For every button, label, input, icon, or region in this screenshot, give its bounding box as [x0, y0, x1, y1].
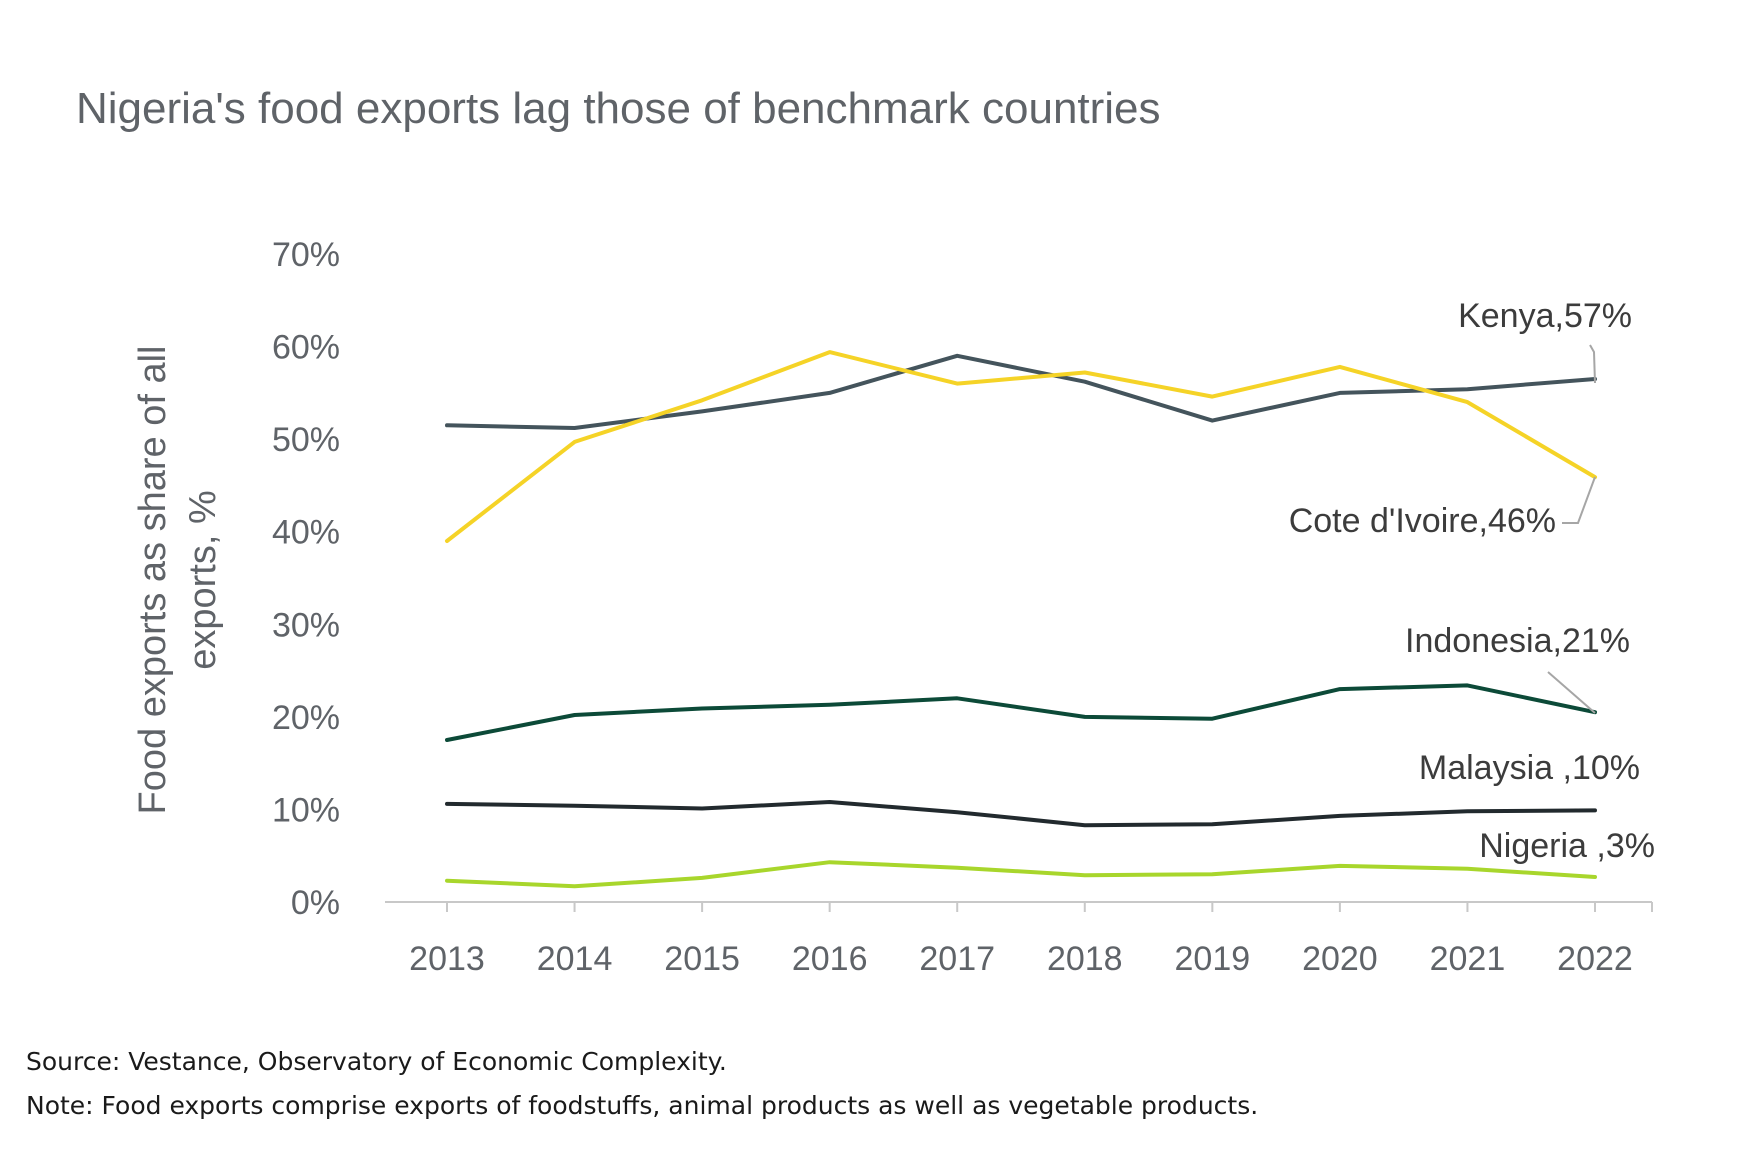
- y-tick-label: 40%: [272, 514, 340, 552]
- x-tick-label: 2021: [1430, 940, 1506, 978]
- definition-note: Note: Food exports comprise exports of f…: [26, 1091, 1259, 1120]
- x-tick-label: 2022: [1557, 940, 1633, 978]
- x-tick-label: 2014: [537, 940, 613, 978]
- y-tick-label: 20%: [272, 699, 340, 737]
- y-tick-label: 50%: [272, 421, 340, 459]
- series-end-label: Nigeria ,3%: [1479, 827, 1655, 865]
- series-end-label: Kenya,57%: [1458, 297, 1632, 335]
- series-line-kenya: [445, 353, 1597, 430]
- series-end-label: Cote d'Ivoire,46%: [1289, 502, 1556, 540]
- series-line-malaysia: [445, 800, 1597, 828]
- footnotes: Source: Vestance, Observatory of Economi…: [26, 1040, 1258, 1128]
- y-axis-title-line: Food exports as share of all: [132, 346, 174, 815]
- x-tick-label: 2013: [409, 940, 485, 978]
- y-tick-label: 0%: [291, 884, 340, 922]
- leader-line: [1547, 671, 1596, 714]
- y-tick-label: 10%: [272, 791, 340, 829]
- y-axis-title-line: exports, %: [182, 490, 224, 670]
- x-tick-label: 2017: [919, 940, 995, 978]
- series-line-cote-d-ivoire: [445, 350, 1597, 543]
- x-tick-label: 2019: [1175, 940, 1251, 978]
- y-tick-label: 30%: [272, 606, 340, 644]
- leader-line: [1562, 476, 1596, 524]
- x-tick-label: 2020: [1302, 940, 1378, 978]
- x-tick-label: 2015: [664, 940, 740, 978]
- y-tick-label: 60%: [272, 329, 340, 367]
- y-tick-label: 70%: [272, 236, 340, 274]
- line-chart: 0% 10% 20% 30% 40% 50% 60% 70% 2013 2014 2015 2016 2…: [132, 236, 1655, 978]
- x-tick-label: 2016: [792, 940, 868, 978]
- leader-line: [1589, 344, 1596, 384]
- series-end-label: Indonesia,21%: [1405, 622, 1630, 660]
- x-tick-label: 2018: [1047, 940, 1123, 978]
- series-line-indonesia: [445, 683, 1597, 742]
- series-end-label: Malaysia ,10%: [1419, 749, 1640, 787]
- y-axis-title: Food exports as share of all exports, %: [132, 346, 224, 815]
- source-note: Source: Vestance, Observatory of Economi…: [26, 1047, 727, 1076]
- series-line-nigeria: [445, 860, 1597, 889]
- chart-title: Nigeria's food exports lag those of benc…: [76, 84, 1161, 133]
